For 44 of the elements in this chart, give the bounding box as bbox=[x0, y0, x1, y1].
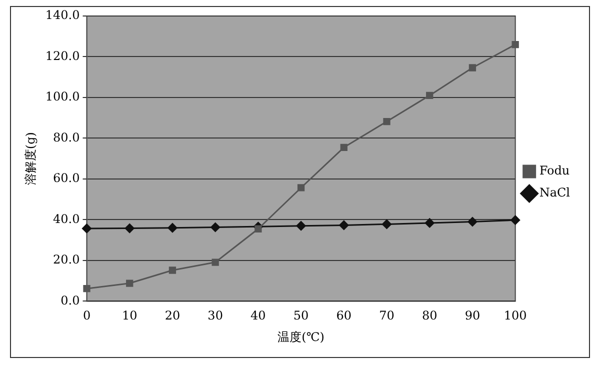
point bbox=[296, 221, 306, 231]
y-tick-label: 100.0 bbox=[45, 90, 80, 104]
y-tick-label: 140.0 bbox=[45, 8, 80, 22]
y-tick-label: 80.0 bbox=[53, 130, 80, 144]
y-tick-label: 20.0 bbox=[53, 252, 80, 267]
point bbox=[168, 223, 178, 233]
point bbox=[468, 217, 478, 226]
x-tick-label: 20 bbox=[164, 308, 180, 323]
x-tick-label: 90 bbox=[464, 308, 480, 323]
point bbox=[510, 215, 520, 225]
x-tick-label: 0 bbox=[82, 308, 91, 323]
y-tick-label: 40.0 bbox=[53, 212, 80, 226]
point bbox=[382, 219, 392, 229]
point bbox=[424, 218, 434, 228]
x-tick-label: 30 bbox=[208, 308, 223, 323]
point bbox=[512, 40, 519, 48]
x-tick-label: 60 bbox=[336, 308, 352, 323]
x-axis-title: 温度(℃) bbox=[278, 330, 324, 344]
x-tick-label: 50 bbox=[293, 308, 309, 323]
point bbox=[124, 224, 134, 234]
point bbox=[297, 184, 305, 192]
y-axis-title: 溶解度(g) bbox=[23, 132, 38, 186]
y-tick-label: 120.0 bbox=[45, 48, 80, 63]
x-tick-label: 100 bbox=[504, 308, 527, 323]
y-tick-label: 0.0 bbox=[60, 293, 80, 308]
point bbox=[126, 280, 134, 287]
point bbox=[340, 144, 348, 151]
x-tick-label: 70 bbox=[379, 308, 394, 323]
point bbox=[212, 258, 219, 266]
point bbox=[168, 266, 176, 274]
point bbox=[210, 222, 220, 232]
x-tick-label: 40 bbox=[250, 308, 266, 323]
point bbox=[468, 64, 476, 72]
point bbox=[383, 118, 390, 126]
legend-label: Fodu bbox=[539, 164, 570, 178]
point bbox=[82, 224, 92, 234]
point bbox=[83, 284, 90, 292]
point bbox=[254, 225, 262, 232]
y-tick-label: 60.0 bbox=[53, 171, 80, 186]
x-tick-label: 80 bbox=[422, 308, 438, 323]
x-tick-label: 10 bbox=[122, 308, 138, 323]
point bbox=[339, 220, 349, 230]
point bbox=[426, 92, 434, 100]
legend-label: NaCl bbox=[539, 186, 570, 200]
